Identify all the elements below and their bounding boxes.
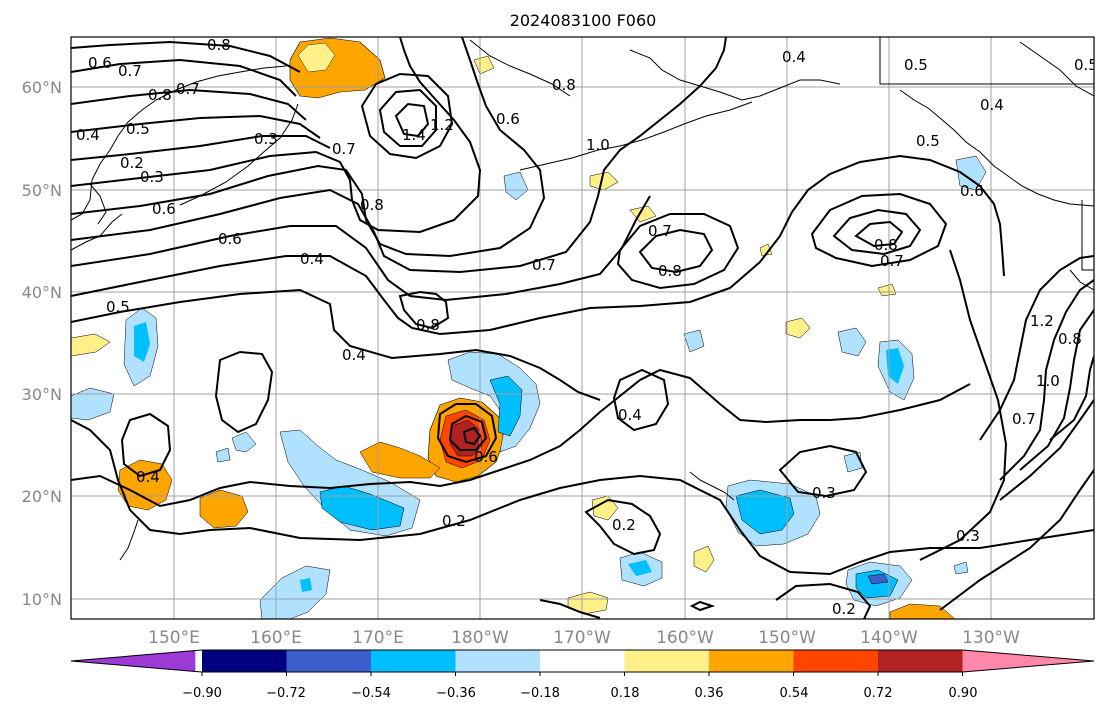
colorbar-segment	[540, 650, 625, 672]
longitude-labels: 150°E 160°E 170°E 180°W 170°W 160°W 150°…	[148, 628, 1020, 648]
lon-label: 170°W	[553, 628, 611, 648]
contour-label: 0.5	[106, 298, 130, 316]
contour-label: 0.4	[76, 126, 100, 144]
lat-label: 30°N	[22, 385, 62, 404]
map-title: 2024083100 F060	[510, 11, 657, 30]
colorbar-tick-label: −0.72	[266, 686, 306, 701]
lon-label: 150°W	[758, 628, 816, 648]
contour-label: 0.7	[880, 252, 904, 270]
colorbar-tick-label: 0.36	[695, 686, 724, 701]
colorbar-segment	[455, 650, 541, 672]
colorbar-tick-label: −0.18	[520, 686, 560, 701]
contour-label: 0.4	[980, 96, 1004, 114]
contour-label: 1.0	[1036, 372, 1060, 390]
colorbar-segment	[878, 650, 963, 672]
contour-label: 0.7	[118, 62, 142, 80]
colorbar-extend-high	[962, 650, 1094, 672]
colorbar-extend-low	[71, 650, 196, 672]
contour-label: 0.7	[532, 256, 556, 274]
contour-label: 1.2	[1030, 312, 1054, 330]
map-area: 0.8 0.6 0.7 0.8 0.7 0.4 0.5 0.3 0.2 0.3 …	[71, 36, 1098, 619]
contour-label: 0.2	[832, 600, 856, 618]
contour-label: 0.8	[658, 262, 682, 280]
contour-label: 0.8	[207, 36, 231, 54]
contour-label: 0.5	[1074, 56, 1098, 74]
lat-label: 10°N	[22, 590, 62, 609]
contour-label: 0.2	[612, 516, 636, 534]
contour-label: 0.4	[300, 250, 324, 268]
lon-label: 150°E	[148, 628, 200, 648]
contour-label: 0.8	[874, 236, 898, 254]
contour-label: 0.6	[152, 200, 176, 218]
contour-label: 0.4	[136, 468, 160, 486]
lat-label: 20°N	[22, 487, 62, 506]
contour-label: 0.6	[960, 182, 984, 200]
contour-label: 0.7	[1012, 410, 1036, 428]
contour-label: 0.2	[120, 154, 144, 172]
contour-label: 0.7	[332, 140, 356, 158]
colorbar-segment	[371, 650, 456, 672]
graticule	[71, 37, 1094, 619]
map-frame	[70, 36, 1095, 620]
colorbar	[70, 649, 1095, 676]
colorbar-segment	[202, 650, 287, 672]
contour-lines	[71, 37, 1094, 619]
contour-label: 0.3	[254, 130, 278, 148]
colorbar-tick-label: −0.54	[351, 686, 391, 701]
lon-label: 160°E	[250, 628, 302, 648]
lat-label: 50°N	[22, 181, 62, 200]
coastlines	[71, 37, 1094, 561]
contour-label: 0.4	[618, 406, 642, 424]
contour-label: 0.6	[88, 54, 112, 72]
latitude-labels: 60°N 50°N 40°N 30°N 20°N 10°N	[22, 78, 62, 609]
contour-label: 0.7	[176, 80, 200, 98]
lon-label: 130°W	[962, 628, 1020, 648]
lon-label: 140°W	[860, 628, 918, 648]
contour-label: 0.6	[218, 230, 242, 248]
contour-label: 0.5	[126, 120, 150, 138]
colorbar-segment	[793, 650, 879, 672]
contour-label: 0.5	[904, 56, 928, 74]
contour-label: 0.8	[360, 196, 384, 214]
contour-label: 1.2	[430, 116, 454, 134]
contour-label: 0.3	[140, 168, 164, 186]
contour-label: 0.4	[342, 346, 366, 364]
colorbar-tick-label: −0.90	[182, 686, 222, 701]
contour-label: 0.3	[956, 527, 980, 545]
colorbar-tick-labels: −0.90 −0.72 −0.54 −0.36 −0.18 0.18 0.36 …	[182, 686, 977, 701]
colorbar-tick-label: 0.90	[949, 686, 978, 701]
contour-label: 0.8	[416, 316, 440, 334]
colorbar-segment	[624, 650, 710, 672]
lon-label: 170°E	[352, 628, 404, 648]
contour-label: 1.0	[586, 136, 610, 154]
colorbar-segment	[709, 650, 794, 672]
lon-label: 180°W	[451, 628, 509, 648]
contour-label: 1.4	[402, 126, 426, 144]
colorbar-tick-label: 0.54	[780, 686, 809, 701]
colorbar-segment	[286, 650, 372, 672]
contour-label: 0.8	[1058, 330, 1082, 348]
contour-label: 0.8	[148, 86, 172, 104]
lat-label: 40°N	[22, 283, 62, 302]
contour-labels: 0.8 0.6 0.7 0.8 0.7 0.4 0.5 0.3 0.2 0.3 …	[76, 36, 1098, 618]
contour-label: 0.6	[496, 110, 520, 128]
contour-label: 0.5	[916, 132, 940, 150]
colorbar-tick-label: −0.36	[436, 686, 476, 701]
contour-label: 0.6	[474, 448, 498, 466]
lon-label: 160°W	[656, 628, 714, 648]
contour-label: 0.4	[782, 48, 806, 66]
colorbar-tick-label: 0.18	[611, 686, 640, 701]
contour-label: 0.3	[812, 484, 836, 502]
contour-label: 0.7	[648, 222, 672, 240]
colorbar-tick-label: 0.72	[864, 686, 893, 701]
contour-label: 0.2	[442, 512, 466, 530]
contour-label: 0.8	[552, 76, 576, 94]
lat-label: 60°N	[22, 78, 62, 97]
